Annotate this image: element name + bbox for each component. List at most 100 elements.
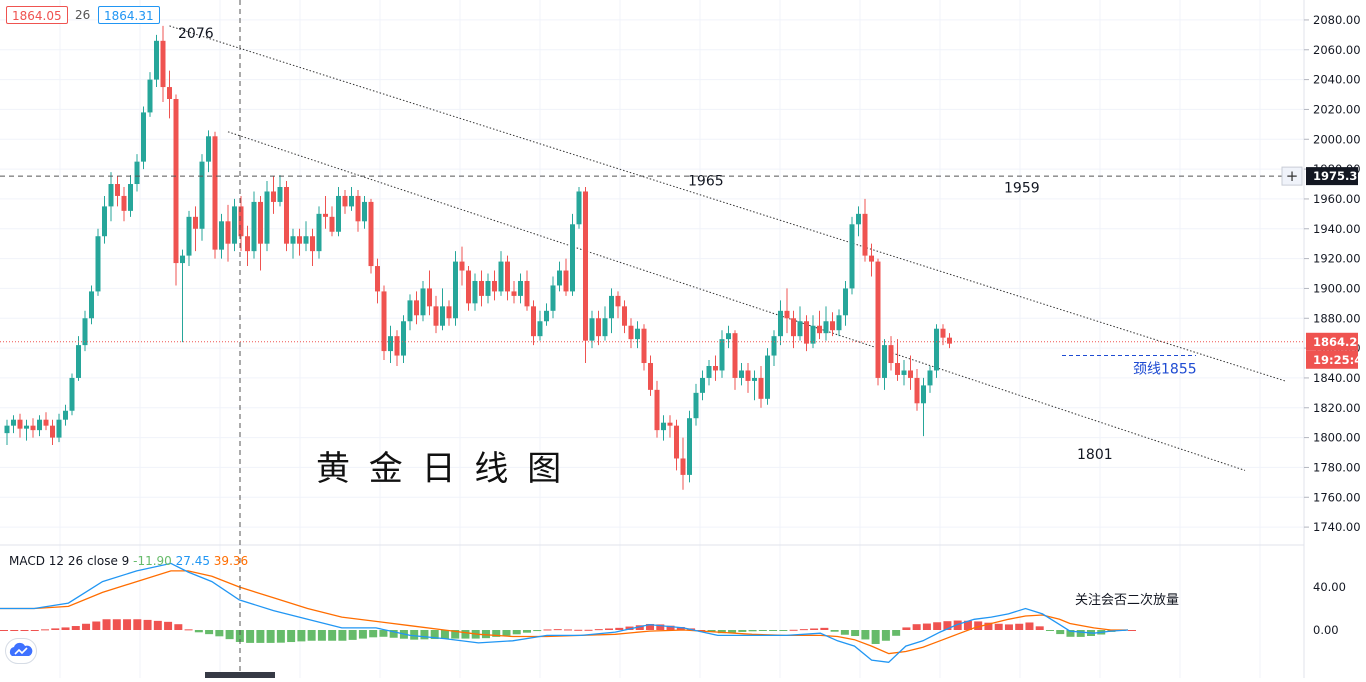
macd-histogram-bar (41, 629, 50, 631)
candle (277, 175, 283, 207)
candle-body (719, 339, 725, 371)
candle-body (264, 191, 270, 244)
price-tick-label: 1820.00 (1313, 401, 1361, 415)
candle (596, 310, 601, 346)
macd-histogram-bar (10, 630, 19, 631)
crosshair-price-label: 1975.30 (1313, 169, 1365, 183)
macd-histogram-bar (102, 619, 111, 630)
candle (186, 210, 192, 267)
candle (869, 243, 874, 277)
candle-body (940, 328, 946, 338)
macd-histogram-bar (533, 630, 542, 632)
tradingview-logo[interactable] (5, 638, 37, 664)
price-tick-label: 1900.00 (1313, 281, 1361, 295)
candle-body (914, 377, 920, 404)
candle-body (888, 345, 894, 364)
candle-body (589, 318, 595, 341)
macd-histogram-bar (0, 630, 8, 631)
macd-tick-label: 40.00 (1313, 580, 1346, 594)
candle (206, 130, 211, 173)
candle (485, 273, 491, 304)
macd-label: MACD 12 26 close 9 (9, 554, 133, 568)
candle-body (433, 306, 439, 326)
macd-histogram-bar (338, 630, 347, 641)
candle (550, 276, 556, 319)
candle (323, 195, 328, 229)
candle (810, 315, 816, 349)
candle-body (147, 79, 153, 113)
candle (453, 251, 458, 326)
price-tick-label: 2020.00 (1313, 102, 1361, 116)
macd-histogram-bar (892, 630, 901, 636)
candle (563, 258, 569, 296)
macd-histogram-bar (235, 630, 244, 642)
candle-body (394, 336, 400, 356)
candle-body (713, 366, 718, 371)
candle-body (258, 201, 263, 244)
candle-body (297, 236, 302, 244)
price-tick-label: 2040.00 (1313, 73, 1361, 87)
macd-histogram-bar (297, 630, 306, 642)
candle-body (381, 291, 387, 352)
candle (583, 187, 588, 364)
candle (290, 228, 296, 259)
candle-body (797, 321, 803, 337)
candle (193, 206, 198, 252)
candle-body (706, 366, 712, 378)
candle (37, 415, 42, 437)
price-tick-label: 1780.00 (1313, 460, 1361, 474)
candle-body (810, 325, 816, 344)
macd-histogram-bar (933, 622, 942, 630)
macd-histogram-bar (112, 619, 121, 630)
macd-histogram-bar (194, 630, 203, 633)
candle-body (160, 40, 166, 88)
candle (934, 324, 939, 378)
candle-body (778, 310, 783, 337)
bid-price-box[interactable]: 1864.05 (6, 6, 68, 24)
candle-body (609, 295, 614, 319)
candle-body (56, 419, 62, 438)
candle-body (875, 261, 881, 378)
ask-price-box[interactable]: 1864.31 (98, 6, 160, 24)
candle-body (752, 377, 757, 381)
candle-body (316, 213, 322, 252)
candle (635, 321, 640, 349)
macd-histogram-bar (758, 630, 767, 631)
macd-histogram-bar (225, 630, 234, 640)
candle-body (687, 418, 692, 475)
candle (30, 418, 36, 438)
candle (401, 315, 406, 364)
macd-histogram-bar (92, 621, 101, 630)
candle-body (173, 98, 179, 264)
candle-body (602, 318, 608, 337)
candle (4, 419, 10, 446)
price-tick-label: 1740.00 (1313, 520, 1361, 534)
candle-body (355, 195, 361, 222)
candle-body (284, 187, 289, 244)
candle-body (238, 206, 244, 237)
macd-histogram-bar (1066, 630, 1075, 637)
candle (427, 270, 432, 316)
macd-histogram-bar (584, 629, 593, 631)
candle (128, 175, 133, 217)
candle-body (856, 213, 861, 225)
candle-body (388, 336, 393, 352)
candle-body (180, 255, 185, 264)
candle (472, 273, 478, 311)
candle-body (758, 377, 764, 399)
candle-body (349, 195, 354, 207)
macd-histogram-bar (1045, 630, 1054, 631)
macd-histogram-bar (943, 621, 952, 630)
price-tick-label: 2060.00 (1313, 43, 1361, 57)
macd-histogram-bar (410, 630, 419, 640)
macd-histogram-bar (246, 630, 255, 643)
candle (914, 368, 920, 411)
candle (492, 270, 497, 301)
macd-histogram-bar (707, 630, 716, 632)
macd-histogram-bar (502, 630, 511, 636)
macd-histogram-bar (174, 624, 183, 630)
candle-body (342, 195, 348, 207)
candle-body (63, 410, 68, 420)
